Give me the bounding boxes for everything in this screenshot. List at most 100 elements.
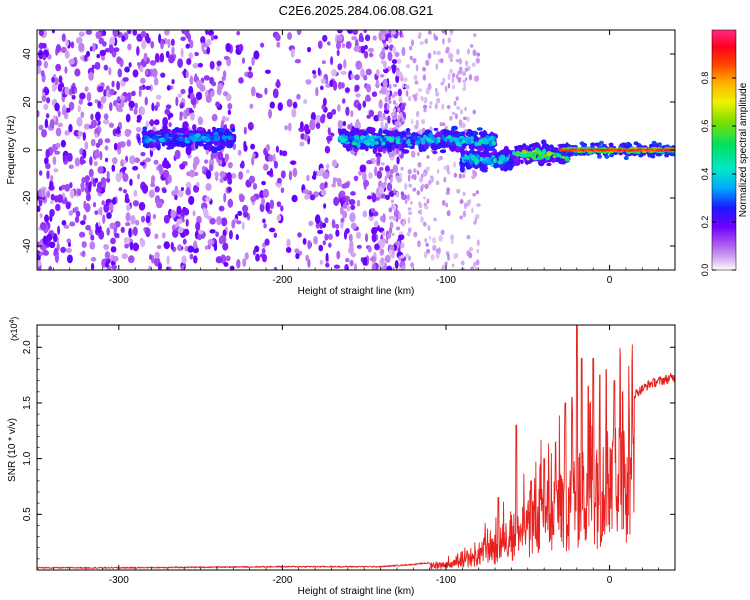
spectrogram-cell <box>155 94 162 100</box>
spectrogram-cell <box>145 70 149 75</box>
spectrogram-cell <box>37 249 41 255</box>
spectrogram-cell <box>573 152 579 157</box>
spectrogram-cell <box>49 118 55 129</box>
spectrogram-cell <box>405 64 411 69</box>
spectrogram-cell <box>415 119 419 126</box>
spectrogram-cell <box>457 77 462 83</box>
spectrogram-cell <box>239 162 245 169</box>
spectrogram-cell <box>129 241 134 251</box>
spectrogram-cell <box>213 137 220 142</box>
spectrogram-cell <box>462 191 466 197</box>
spectrogram-cell <box>168 54 175 64</box>
spectrogram-cell <box>177 244 182 252</box>
spectrogram-cell <box>122 166 127 171</box>
spectrogram-cell <box>116 56 122 64</box>
spectrogram-cell <box>112 157 118 165</box>
spectrogram-cell <box>52 156 57 166</box>
spectrogram-cell <box>363 179 370 187</box>
spectrogram-cell <box>102 214 106 224</box>
spectrogram-cell <box>472 169 476 176</box>
spectrogram-cell <box>347 124 352 130</box>
spectrogram-cell <box>288 170 293 181</box>
spectrogram-cell <box>112 30 119 38</box>
spectrogram-cell <box>334 223 340 229</box>
spectrogram-cell <box>460 260 465 266</box>
spectrogram-cell <box>222 242 229 251</box>
spectrogram-cell <box>51 30 56 34</box>
figure-title: C2E6.2025.284.06.08.G21 <box>279 3 434 18</box>
spectrogram-cell <box>204 245 209 250</box>
spectrogram-cell <box>140 77 146 84</box>
spectrogram-cell <box>379 166 384 171</box>
spectrogram-cell <box>383 43 388 47</box>
spectrogram-cell <box>440 58 444 64</box>
spectrogram-cell <box>345 257 350 263</box>
spectrogram-cell <box>340 217 345 223</box>
spectrogram-cell <box>453 172 458 178</box>
spectrogram-cell <box>175 96 179 107</box>
spectrogram-cell <box>407 207 412 211</box>
spectrogram-cell <box>392 100 397 105</box>
spectrogram-cell <box>315 122 321 129</box>
spectrogram-cell <box>444 261 448 266</box>
spectrogram-cell <box>382 60 387 68</box>
spectrogram-cell <box>181 255 187 264</box>
spectrogram-cell <box>204 137 209 141</box>
spectrogram-cell <box>409 45 413 51</box>
spectrogram-cell <box>419 177 424 183</box>
spectrogram-cell <box>88 229 93 237</box>
spectrogram-cell <box>244 252 249 260</box>
spectrogram-cell <box>388 100 392 104</box>
spectrogram-cell <box>360 68 365 78</box>
spectrogram-cell <box>318 244 324 252</box>
spectrogram-cell <box>205 149 209 155</box>
spectrogram-cell <box>395 191 400 198</box>
spectrogram-cell <box>447 37 452 44</box>
spectrogram-cell <box>485 135 490 139</box>
spectrogram-cell <box>412 58 417 64</box>
spectrogram-cell <box>39 222 47 231</box>
spectrogram-cell <box>340 138 346 142</box>
spectrogram-cell <box>563 152 569 157</box>
spectrogram-cell <box>421 183 425 189</box>
spectrogram-cell <box>42 249 49 256</box>
spectrogram-cell <box>113 142 118 151</box>
spectrogram-cell <box>462 210 467 218</box>
spectrogram-cell <box>243 126 247 135</box>
spectrogram-cell <box>85 193 91 202</box>
spectrogram-cell <box>144 96 148 106</box>
spectrogram-cell <box>407 143 413 147</box>
spectrogram-cell <box>50 193 55 201</box>
spectrogram-cell <box>185 218 189 227</box>
spectrogram-cell <box>135 126 142 133</box>
spectrogram-cell <box>460 109 463 115</box>
spectrogram-cell <box>452 161 457 168</box>
spectrogram-cell <box>401 116 405 123</box>
spectrogram-cell <box>96 53 101 59</box>
spectrogram-cell <box>442 37 445 45</box>
spectrogram-cell <box>269 199 275 210</box>
spectrogram-cell <box>84 86 89 92</box>
spectrogram-cell <box>214 171 219 178</box>
spectrogram-cell <box>87 102 93 107</box>
spectrogram-cell <box>139 65 144 73</box>
spectrogram-cell <box>167 174 172 184</box>
spectrogram-cell <box>476 239 480 247</box>
spectrogram-cell <box>324 233 329 241</box>
spectrogram-cell <box>390 156 394 161</box>
spectrogram-cell <box>410 118 414 125</box>
spectrogram-cell <box>45 113 50 119</box>
spectrogram-cell <box>356 244 362 249</box>
spectrogram-cell <box>211 126 217 131</box>
spectrogram-cell <box>223 261 229 267</box>
spectrogram-cell <box>239 194 245 203</box>
spectrogram-cell <box>177 58 184 68</box>
spectrogram-cell <box>178 226 184 234</box>
spectrogram-cell <box>393 147 398 156</box>
spectrogram-cell <box>428 235 432 240</box>
spectrogram-cell <box>64 66 68 74</box>
spectrogram-cell <box>227 102 233 110</box>
spectrogram-cell <box>355 93 361 98</box>
spectrogram-cell <box>275 145 280 153</box>
spectrogram-cell <box>371 233 377 243</box>
